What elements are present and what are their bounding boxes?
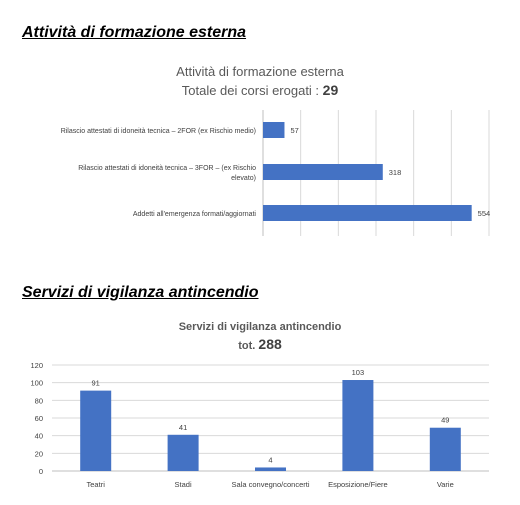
chart1-bar	[263, 122, 285, 138]
chart1-subtitle: Totale dei corsi erogati : 29	[0, 82, 520, 98]
chart2-bar	[80, 390, 112, 471]
section-heading-formazione: Attività di formazione esterna	[22, 24, 247, 41]
chart1-bar	[263, 205, 472, 221]
chart2-data-label: 4	[268, 455, 272, 464]
chart1-category-label: Rilascio attestati di idoneità tecnica –…	[78, 165, 256, 172]
chart2-category-label: Esposizione/Fiere	[328, 480, 388, 489]
chart2-category-label: Sala convegno/concerti	[232, 480, 310, 489]
chart2-bar	[342, 380, 374, 471]
chart1-category-label: Rilascio attestati di idoneità tecnica –…	[61, 128, 256, 135]
section-heading-vigilanza: Servizi di vigilanza antincendio	[22, 284, 259, 301]
chart2-subtitle-total: 288	[258, 336, 282, 352]
chart2-data-label: 103	[352, 368, 365, 377]
chart2-category-label: Stadi	[175, 480, 192, 489]
chart2-ytick-label: 100	[30, 379, 43, 388]
chart2-bar	[167, 434, 199, 471]
chart1-svg: 57 Rilascio attestati di idoneità tecnica…	[61, 110, 491, 236]
chart2-ytick-label: 80	[35, 396, 43, 405]
chart2-category-label: Teatri	[87, 480, 106, 489]
chart2-category-label: Varie	[437, 480, 454, 489]
chart2-ytick-label: 120	[30, 361, 43, 370]
chart1-subtitle-prefix: Totale dei corsi erogati :	[181, 83, 323, 98]
chart2-data-label: 41	[179, 423, 187, 432]
chart1-subtitle-total: 29	[322, 82, 339, 98]
chart2-ytick-label: 20	[35, 449, 43, 458]
chart2-data-label: 91	[92, 379, 100, 388]
chart1-data-label: 554	[478, 209, 491, 218]
chart1-title: Attività di formazione esterna	[176, 64, 344, 79]
chart2-subtitle-prefix: tot.	[238, 340, 259, 352]
chart1-category-label: Addetti all'emergenza formati/aggiornati	[133, 211, 257, 218]
chart1-category-label: elevato)	[231, 175, 256, 182]
chart2-subtitle: tot. 288	[0, 336, 520, 352]
chart2-ytick-label: 60	[35, 414, 43, 423]
chart2-title: Servizi di vigilanza antincendio	[178, 321, 342, 333]
chart1-data-label: 57	[290, 126, 298, 135]
chart1-bar	[263, 164, 383, 180]
chart1-data-label: 318	[389, 168, 402, 177]
chart2-data-label: 49	[441, 416, 449, 425]
chart2-ytick-label: 40	[35, 432, 43, 441]
chart2-bar	[255, 467, 286, 471]
chart2-ytick-label: 0	[39, 467, 43, 476]
chart2-bar	[429, 427, 461, 471]
